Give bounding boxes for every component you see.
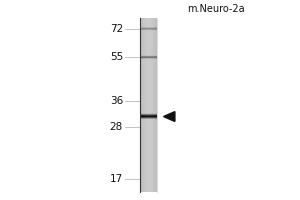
Text: 28: 28 [110, 122, 123, 132]
Text: 36: 36 [110, 96, 123, 106]
Text: 55: 55 [110, 52, 123, 62]
Polygon shape [164, 112, 175, 121]
Text: m.Neuro-2a: m.Neuro-2a [187, 4, 245, 14]
Text: 17: 17 [110, 174, 123, 184]
Text: 72: 72 [110, 24, 123, 34]
